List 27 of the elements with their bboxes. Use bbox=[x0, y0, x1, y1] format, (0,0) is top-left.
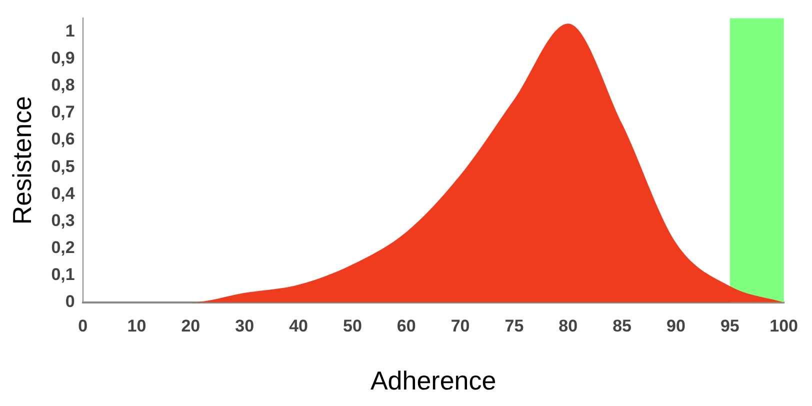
x-tick-label: 20 bbox=[181, 316, 200, 336]
x-tick-label: 10 bbox=[127, 316, 146, 336]
x-tick-label: 75 bbox=[504, 316, 524, 336]
y-tick-label: 0,8 bbox=[51, 76, 75, 95]
y-tick-label: 0,4 bbox=[51, 184, 76, 203]
x-tick-label: 50 bbox=[342, 316, 362, 336]
x-tick-label: 40 bbox=[289, 316, 308, 336]
y-tick-label: 0,5 bbox=[51, 156, 75, 176]
x-tick-label: 60 bbox=[396, 316, 416, 336]
x-tick-label: 85 bbox=[612, 316, 632, 336]
x-tick-label: 0 bbox=[78, 316, 88, 336]
y-tick-label: 0,1 bbox=[51, 265, 75, 284]
y-tick-label: 0,2 bbox=[51, 238, 75, 257]
x-tick-label: 95 bbox=[720, 316, 740, 336]
x-tick-label: 90 bbox=[666, 316, 686, 336]
x-axis-title: Adherence bbox=[370, 366, 496, 396]
x-tick-label: 100 bbox=[770, 316, 798, 336]
y-tick-label: 0,9 bbox=[51, 48, 75, 68]
y-tick-label: 0,7 bbox=[51, 102, 75, 122]
x-tick-label: 70 bbox=[450, 316, 470, 336]
x-tick-label: 80 bbox=[558, 316, 578, 336]
y-tick-label: 0 bbox=[65, 292, 75, 312]
x-tick-label: 30 bbox=[235, 316, 254, 336]
y-tick-label: 1 bbox=[65, 21, 75, 40]
y-tick-label: 0,6 bbox=[51, 130, 75, 149]
y-axis-title: Resistence bbox=[6, 96, 37, 225]
y-tick-label: 0,3 bbox=[51, 210, 75, 230]
